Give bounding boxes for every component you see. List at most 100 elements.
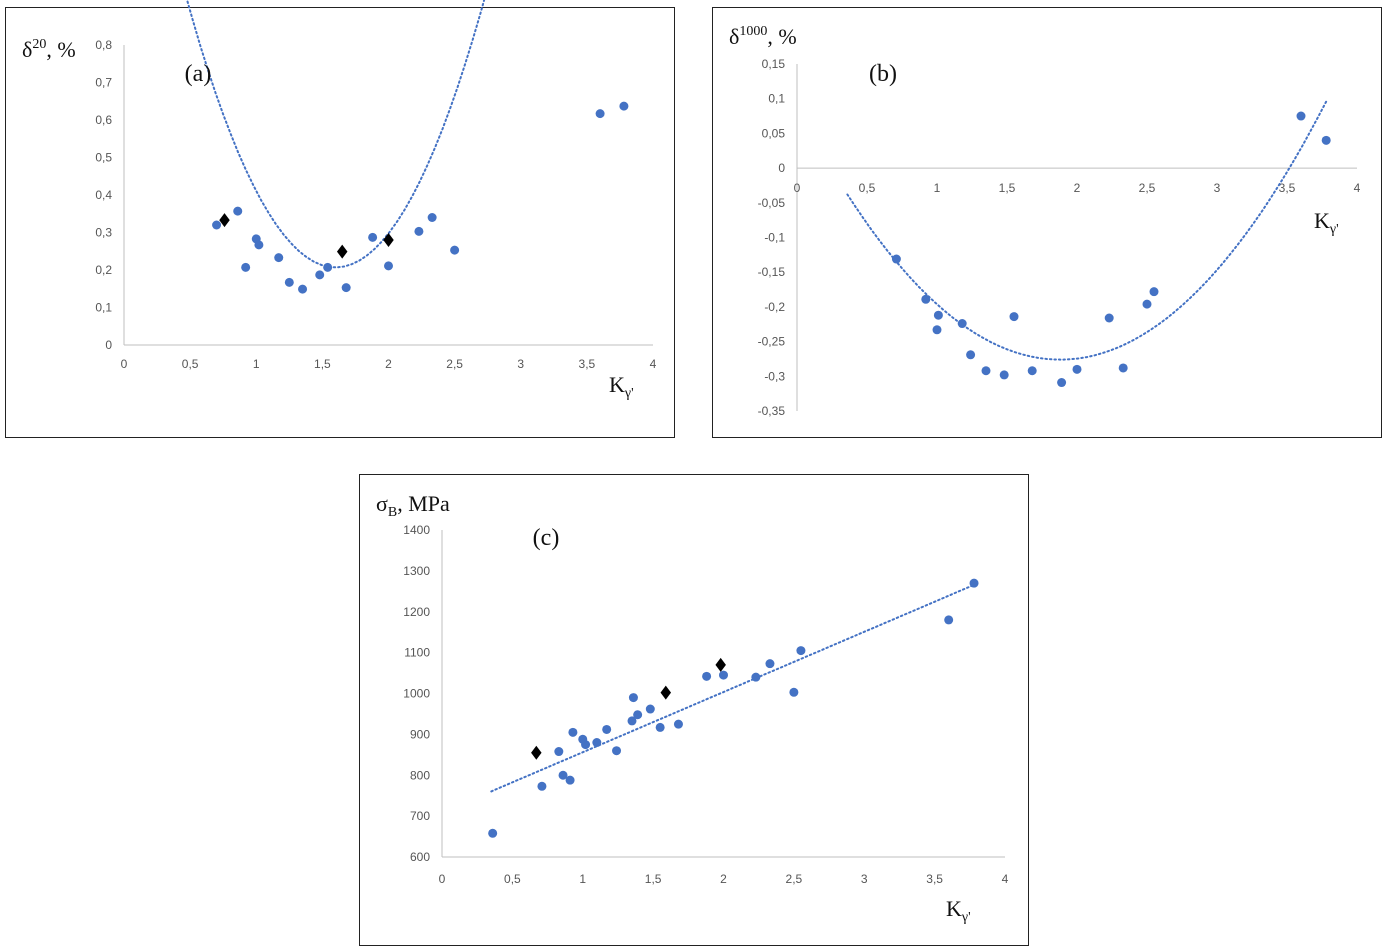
y-tick-label: 0: [105, 338, 112, 352]
y-tick-label: 0,2: [95, 263, 112, 277]
x-axis-label-sub: γ': [624, 386, 634, 401]
data-point: [414, 226, 424, 236]
data-point: [233, 206, 243, 216]
data-point: [1118, 363, 1128, 373]
panel-label: (c): [533, 525, 560, 551]
data-point: [241, 262, 251, 272]
data-point: [592, 738, 602, 748]
x-axis-label: Kγ': [609, 372, 634, 401]
x-tick-label: 1,5: [645, 872, 662, 886]
y-tick-label: 0,7: [95, 76, 112, 90]
data-point: [274, 253, 284, 263]
x-tick-label: 3,5: [579, 357, 596, 371]
y-axis-label-sup: 20: [32, 37, 46, 52]
x-tick-label: 1: [579, 872, 586, 886]
x-tick-label: 2: [720, 872, 727, 886]
x-tick-label: 2: [385, 357, 392, 371]
x-tick-label: 4: [1354, 181, 1361, 195]
x-tick-label: 4: [1002, 872, 1009, 886]
x-tick-label: 0: [121, 357, 128, 371]
x-tick-label: 1,5: [314, 357, 331, 371]
y-tick-label: -0,1: [764, 231, 785, 245]
data-point: [944, 615, 954, 625]
data-point: [254, 240, 264, 250]
x-tick-label: 2,5: [1139, 181, 1156, 195]
x-tick-label: 2,5: [786, 872, 803, 886]
y-axis-label-sup: 1000: [739, 24, 767, 39]
data-point: [796, 646, 806, 656]
data-point: [581, 740, 591, 750]
data-point: [628, 693, 638, 703]
data-point: [427, 213, 437, 222]
y-tick-label: -0,05: [758, 196, 786, 210]
data-point: [633, 710, 643, 720]
data-point: [999, 370, 1009, 380]
y-tick-label: -0,25: [758, 335, 786, 349]
trendline: [490, 583, 975, 793]
trendline: [186, 0, 486, 269]
data-point: [568, 727, 578, 737]
data-point: [1057, 378, 1067, 388]
data-point: [673, 719, 683, 729]
data-point: [554, 747, 564, 757]
y-tick-label: -0,15: [758, 265, 786, 279]
data-point: [1009, 312, 1019, 322]
x-tick-label: 3: [517, 357, 524, 371]
y-tick-label: 1100: [404, 646, 430, 660]
y-tick-label: 0,6: [95, 113, 112, 127]
data-point: [933, 310, 943, 320]
data-point: [969, 578, 979, 588]
y-tick-label: 900: [410, 727, 430, 741]
panel-label: (a): [185, 61, 212, 87]
data-point: [558, 770, 568, 780]
x-tick-label: 3,5: [1279, 181, 1296, 195]
x-tick-label: 2: [1074, 181, 1081, 195]
x-axis-label-sub: γ': [961, 910, 971, 925]
y-tick-label: 1400: [403, 523, 430, 537]
y-tick-label: 600: [410, 850, 430, 864]
y-axis-label: σB, MPa: [376, 491, 450, 520]
y-tick-label: -0,3: [764, 369, 785, 383]
data-point: [612, 746, 622, 756]
chart-panel-b: -0,35 -0,3 -0,25 -0,2 -0,15 -0,1 -0,05 0 0,05 0,1…: [712, 7, 1382, 438]
data-point: [957, 319, 967, 329]
data-point-diamond: [383, 233, 394, 247]
y-axis-label-tail: , %: [46, 37, 75, 62]
data-point: [450, 245, 460, 255]
data-point: [488, 828, 498, 838]
data-point: [1149, 287, 1159, 297]
x-tick-label: 1: [934, 181, 941, 195]
data-point: [368, 232, 378, 242]
data-point: [298, 284, 308, 294]
x-tick-label: 0: [439, 872, 446, 886]
x-tick-label: 2,5: [446, 357, 463, 371]
data-point: [932, 325, 942, 335]
y-tick-label: 0,1: [95, 301, 112, 315]
data-point: [1027, 366, 1037, 376]
data-point: [789, 687, 799, 697]
y-tick-label: -0,2: [764, 300, 785, 314]
y-tick-label: -0,35: [758, 404, 786, 418]
data-point: [645, 704, 655, 714]
y-axis-label: δ1000, %: [729, 24, 797, 49]
data-point-diamond: [660, 685, 672, 700]
x-tick-label: 0,5: [859, 181, 876, 195]
x-axis-label: Kγ': [1314, 208, 1339, 237]
y-tick-label: 0,05: [762, 126, 786, 140]
x-tick-label: 0: [794, 181, 801, 195]
y-axis-label-sub: B: [388, 505, 397, 520]
data-point: [981, 366, 991, 376]
data-point: [1104, 313, 1114, 323]
data-point: [751, 672, 761, 682]
data-point: [719, 670, 728, 680]
y-axis-label: δ20, %: [22, 37, 76, 62]
data-point: [702, 671, 712, 681]
data-point: [1072, 364, 1082, 374]
chart-panel-c: 600 700 800 900 1000 1100 1200 1300 1400 0 0,5 1 1,5…: [359, 474, 1029, 946]
y-tick-label: 0,4: [95, 188, 112, 202]
data-point-diamond: [219, 213, 230, 228]
data-point-diamond: [715, 657, 726, 672]
data-point: [384, 261, 393, 271]
data-point: [323, 262, 333, 272]
data-point: [284, 277, 294, 287]
